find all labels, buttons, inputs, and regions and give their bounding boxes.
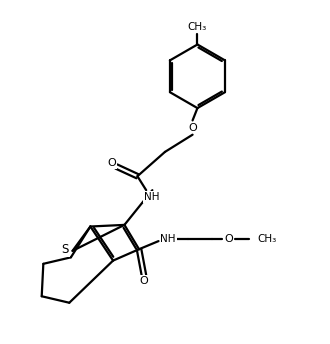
Text: CH₃: CH₃ [257, 235, 277, 245]
Text: NH: NH [144, 192, 160, 202]
Text: NH: NH [160, 235, 176, 245]
Text: CH₃: CH₃ [188, 22, 207, 32]
Text: O: O [108, 158, 116, 168]
Text: S: S [62, 243, 69, 256]
Text: O: O [188, 122, 197, 132]
Text: O: O [224, 235, 233, 245]
Text: O: O [140, 276, 148, 286]
